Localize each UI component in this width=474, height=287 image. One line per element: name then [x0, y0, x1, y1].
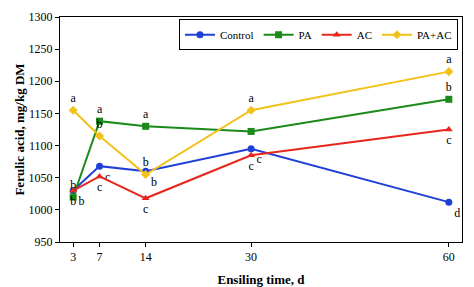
- svg-text:a: a: [97, 102, 103, 116]
- svg-text:b: b: [143, 155, 149, 169]
- svg-text:1100: 1100: [29, 139, 53, 153]
- svg-text:1000: 1000: [29, 203, 53, 217]
- svg-text:b: b: [70, 178, 76, 192]
- svg-text:d: d: [454, 206, 460, 220]
- svg-text:c: c: [446, 133, 451, 147]
- svg-text:a: a: [446, 52, 452, 66]
- svg-text:3: 3: [70, 250, 76, 264]
- svg-text:b: b: [446, 80, 452, 94]
- svg-text:AC: AC: [357, 29, 372, 41]
- svg-text:c: c: [256, 152, 261, 166]
- svg-text:1200: 1200: [29, 74, 53, 88]
- svg-text:30: 30: [245, 250, 257, 264]
- svg-text:b: b: [79, 194, 85, 208]
- svg-text:1300: 1300: [29, 10, 53, 24]
- svg-text:c: c: [143, 202, 148, 216]
- svg-text:c: c: [248, 159, 253, 173]
- svg-text:950: 950: [35, 235, 53, 249]
- svg-text:7: 7: [97, 250, 103, 264]
- svg-text:60: 60: [443, 250, 455, 264]
- svg-text:PA+AC: PA+AC: [417, 29, 452, 41]
- svg-text:14: 14: [140, 250, 152, 264]
- svg-text:c: c: [97, 180, 102, 194]
- svg-text:Ferulic acid, mg/kg DM: Ferulic acid, mg/kg DM: [12, 63, 27, 195]
- svg-text:b: b: [151, 175, 157, 189]
- svg-text:a: a: [143, 107, 149, 121]
- svg-text:Control: Control: [220, 29, 254, 41]
- svg-text:a: a: [71, 91, 77, 105]
- svg-text:c: c: [105, 170, 110, 184]
- svg-text:1250: 1250: [29, 42, 53, 56]
- svg-text:Ensiling time, d: Ensiling time, d: [217, 272, 305, 287]
- svg-text:1050: 1050: [29, 171, 53, 185]
- svg-text:a: a: [248, 91, 254, 105]
- svg-text:b: b: [70, 194, 76, 208]
- svg-text:1150: 1150: [29, 107, 53, 121]
- svg-text:PA: PA: [299, 29, 312, 41]
- svg-text:b: b: [97, 117, 103, 131]
